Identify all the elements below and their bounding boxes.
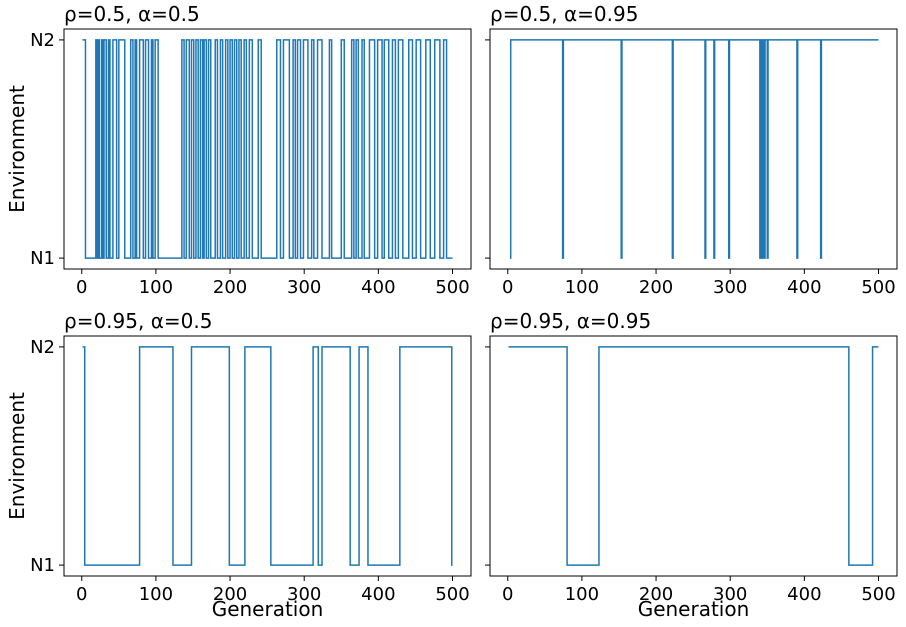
axes-frame bbox=[63, 335, 472, 577]
y-axis-label: Environment bbox=[5, 85, 29, 213]
x-tick-label: 400 bbox=[787, 584, 821, 605]
subplot-title: ρ=0.5, α=0.5 bbox=[64, 2, 200, 26]
y-axis-label: Environment bbox=[5, 392, 29, 520]
x-tick-label: 100 bbox=[565, 584, 599, 605]
data-line bbox=[509, 39, 879, 259]
data-line bbox=[82, 346, 453, 566]
axes-frame bbox=[489, 335, 898, 577]
subplot-title: ρ=0.95, α=0.5 bbox=[64, 309, 212, 333]
x-tick-label: 200 bbox=[213, 277, 247, 298]
x-tick-label: 200 bbox=[639, 277, 673, 298]
x-axis-label: Generation bbox=[212, 597, 324, 621]
x-tick-label: 300 bbox=[287, 584, 321, 605]
x-tick-label: 400 bbox=[361, 277, 395, 298]
x-tick-label: 300 bbox=[713, 584, 747, 605]
x-tick-label: 100 bbox=[139, 584, 173, 605]
x-tick-label: 400 bbox=[361, 584, 395, 605]
data-line bbox=[508, 346, 879, 566]
x-tick-label: 300 bbox=[713, 277, 747, 298]
x-tick-label: 500 bbox=[861, 584, 895, 605]
axes-frame bbox=[63, 28, 472, 270]
y-tick-label: N1 bbox=[30, 248, 55, 269]
x-tick-label: 200 bbox=[639, 584, 673, 605]
axes-frame bbox=[489, 28, 898, 270]
x-tick-label: 0 bbox=[502, 277, 513, 298]
x-tick-label: 100 bbox=[139, 277, 173, 298]
x-axis-label: Generation bbox=[638, 597, 750, 621]
data-line bbox=[82, 39, 453, 259]
x-tick-label: 0 bbox=[76, 277, 87, 298]
y-tick-label: N2 bbox=[30, 30, 55, 51]
y-tick-label: N2 bbox=[30, 337, 55, 358]
x-tick-label: 500 bbox=[435, 584, 469, 605]
x-tick-label: 0 bbox=[502, 584, 513, 605]
x-tick-label: 500 bbox=[861, 277, 895, 298]
x-tick-label: 400 bbox=[787, 277, 821, 298]
subplot-title: ρ=0.95, α=0.95 bbox=[490, 309, 651, 333]
x-tick-label: 500 bbox=[435, 277, 469, 298]
subplot-title: ρ=0.5, α=0.95 bbox=[490, 2, 638, 26]
x-tick-label: 200 bbox=[213, 584, 247, 605]
x-tick-label: 300 bbox=[287, 277, 321, 298]
x-tick-label: 100 bbox=[565, 277, 599, 298]
x-tick-label: 0 bbox=[76, 584, 87, 605]
y-tick-label: N1 bbox=[30, 555, 55, 576]
